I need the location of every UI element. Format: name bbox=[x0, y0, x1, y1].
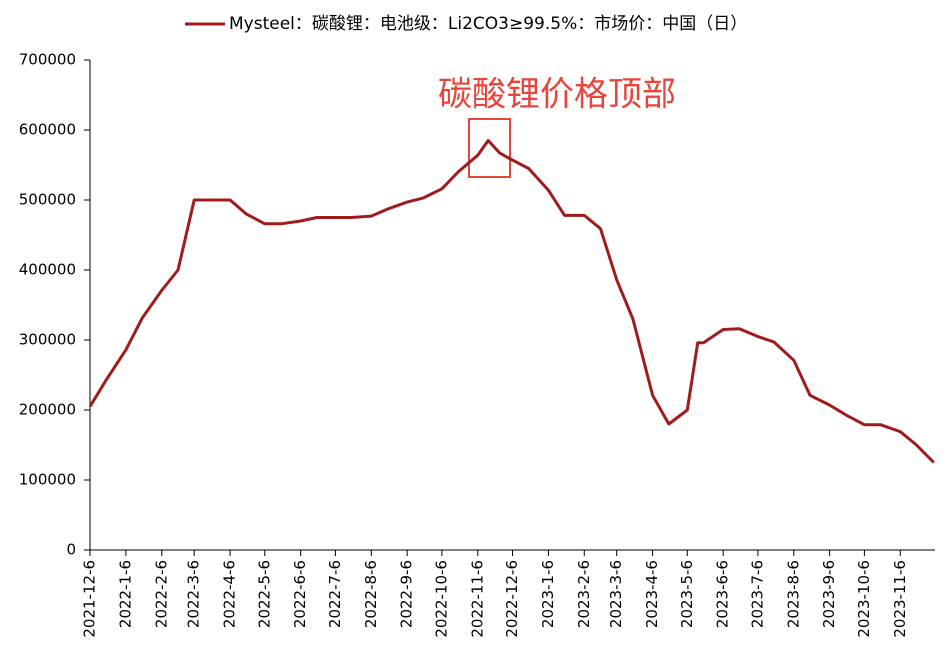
x-tick-label: 2023-10-6 bbox=[855, 560, 873, 638]
annotation-box bbox=[468, 118, 511, 178]
x-tick-label: 2022-8-6 bbox=[362, 560, 380, 628]
x-tick-label: 2022-5-6 bbox=[255, 560, 273, 628]
y-tick-label: 300000 bbox=[19, 331, 76, 349]
x-tick-label: 2022-3-6 bbox=[185, 560, 203, 628]
x-tick-label: 2021-12-6 bbox=[81, 560, 99, 638]
x-tick-label: 2023-3-6 bbox=[607, 560, 625, 628]
legend-label: Mysteel：碳酸锂：电池级：Li2CO3≥99.5%：市场价：中国（日） bbox=[229, 14, 747, 34]
annotation: 碳酸锂价格顶部 bbox=[438, 75, 676, 115]
x-tick-label: 2022-1-6 bbox=[116, 560, 134, 628]
x-tick-label: 2022-4-6 bbox=[221, 560, 239, 628]
x-tick-label: 2022-9-6 bbox=[398, 560, 416, 628]
x-tick-label: 2023-1-6 bbox=[539, 560, 557, 628]
x-tick-label: 2023-8-6 bbox=[784, 560, 802, 628]
x-tick-label: 2022-10-6 bbox=[432, 560, 450, 638]
x-tick-label: 2023-9-6 bbox=[820, 560, 838, 628]
x-tick-label: 2023-5-6 bbox=[678, 560, 696, 628]
y-tick-label: 500000 bbox=[19, 191, 76, 209]
x-tick-label: 2022-6-6 bbox=[291, 560, 309, 628]
x-tick-label: 2023-11-6 bbox=[891, 560, 909, 638]
x-tick-label: 2023-2-6 bbox=[575, 560, 593, 628]
x-tick-label: 2022-7-6 bbox=[326, 560, 344, 628]
y-tick-label: 700000 bbox=[19, 51, 76, 69]
y-tick-label: 0 bbox=[66, 541, 76, 559]
y-tick-label: 200000 bbox=[19, 401, 76, 419]
x-tick-label: 2022-2-6 bbox=[152, 560, 170, 628]
x-tick-label: 2023-7-6 bbox=[748, 560, 766, 628]
x-tick-label: 2023-6-6 bbox=[714, 560, 732, 628]
data-line bbox=[88, 139, 935, 464]
y-tick-label: 600000 bbox=[19, 121, 76, 139]
x-tick-label: 2023-4-6 bbox=[643, 560, 661, 628]
y-tick-label: 100000 bbox=[19, 471, 76, 489]
x-tick-label: 2022-12-6 bbox=[503, 560, 521, 638]
y-tick-label: 400000 bbox=[19, 261, 76, 279]
x-tick-label: 2022-11-6 bbox=[468, 560, 486, 638]
